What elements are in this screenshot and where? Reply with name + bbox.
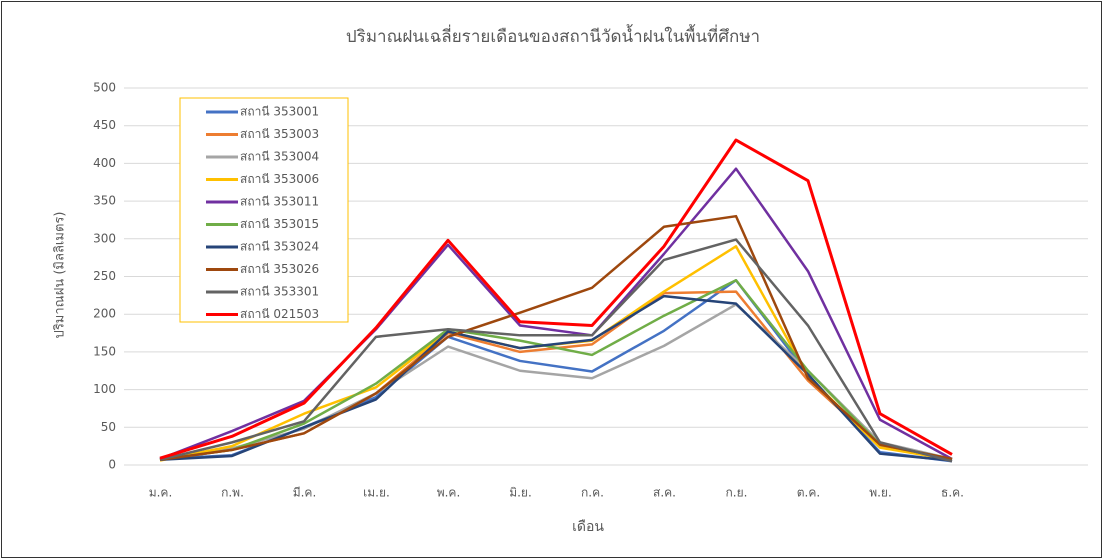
y-tick-label: 400 (93, 156, 116, 170)
series-line (159, 138, 953, 460)
x-tick-label: ส.ค. (653, 486, 676, 500)
x-tick-label: ม.ค. (149, 486, 173, 500)
x-tick-label: มิ.ย. (509, 486, 532, 500)
y-tick-label: 200 (93, 307, 116, 321)
x-tick-label: ธ.ค. (941, 486, 964, 500)
legend: สถานี 353001 สถานี 353003 สถานี 353004 สถาน… (179, 97, 349, 323)
x-axis-label: เดือน (572, 519, 604, 535)
legend-label: สถานี 353301 (240, 285, 319, 299)
x-tick-label: ต.ค. (797, 486, 820, 500)
legend-label: สถานี 353011 (240, 195, 319, 209)
legend-label: สถานี 353003 (240, 127, 319, 141)
legend-label: สถานี 353015 (240, 217, 319, 231)
x-tick-label: พ.ย. (869, 486, 892, 500)
chart-title: ปริมาณฝนเฉลี่ยรายเดือนของสถานีวัดน้ำฝนใน… (346, 24, 760, 47)
y-tick-label: 100 (93, 382, 116, 396)
legend-label: สถานี 353006 (240, 172, 319, 186)
legend-label: สถานี 353004 (240, 150, 319, 164)
x-tick-label: มี.ค. (293, 486, 317, 500)
legend-label: สถานี 021503 (240, 307, 319, 321)
y-tick-label: 250 (93, 269, 116, 283)
y-tick-label: 50 (101, 420, 116, 434)
x-tick-label: ก.ย. (726, 486, 748, 500)
x-tick-label: พ.ค. (437, 486, 461, 500)
y-tick-label: 500 (93, 81, 116, 95)
legend-label: สถานี 353024 (240, 240, 319, 254)
legend-label: สถานี 353026 (240, 262, 319, 276)
y-axis-label: ปริมาณฝน (มิลลิเมตร) (53, 212, 68, 339)
series-line (159, 238, 953, 463)
y-tick-label: 300 (93, 231, 116, 245)
y-tick-label: 0 (108, 458, 116, 472)
x-tick-label: ก.พ. (221, 486, 244, 500)
series-line (159, 214, 953, 461)
y-tick-label: 450 (93, 118, 116, 132)
series-line (159, 167, 953, 461)
x-tick-label: เม.ย. (363, 486, 390, 500)
y-tick-label: 150 (93, 344, 116, 358)
y-tick-label: 350 (93, 194, 116, 208)
legend-label: สถานี 353001 (240, 105, 319, 119)
x-tick-label: ก.ค. (581, 486, 604, 500)
series-line (159, 279, 953, 461)
